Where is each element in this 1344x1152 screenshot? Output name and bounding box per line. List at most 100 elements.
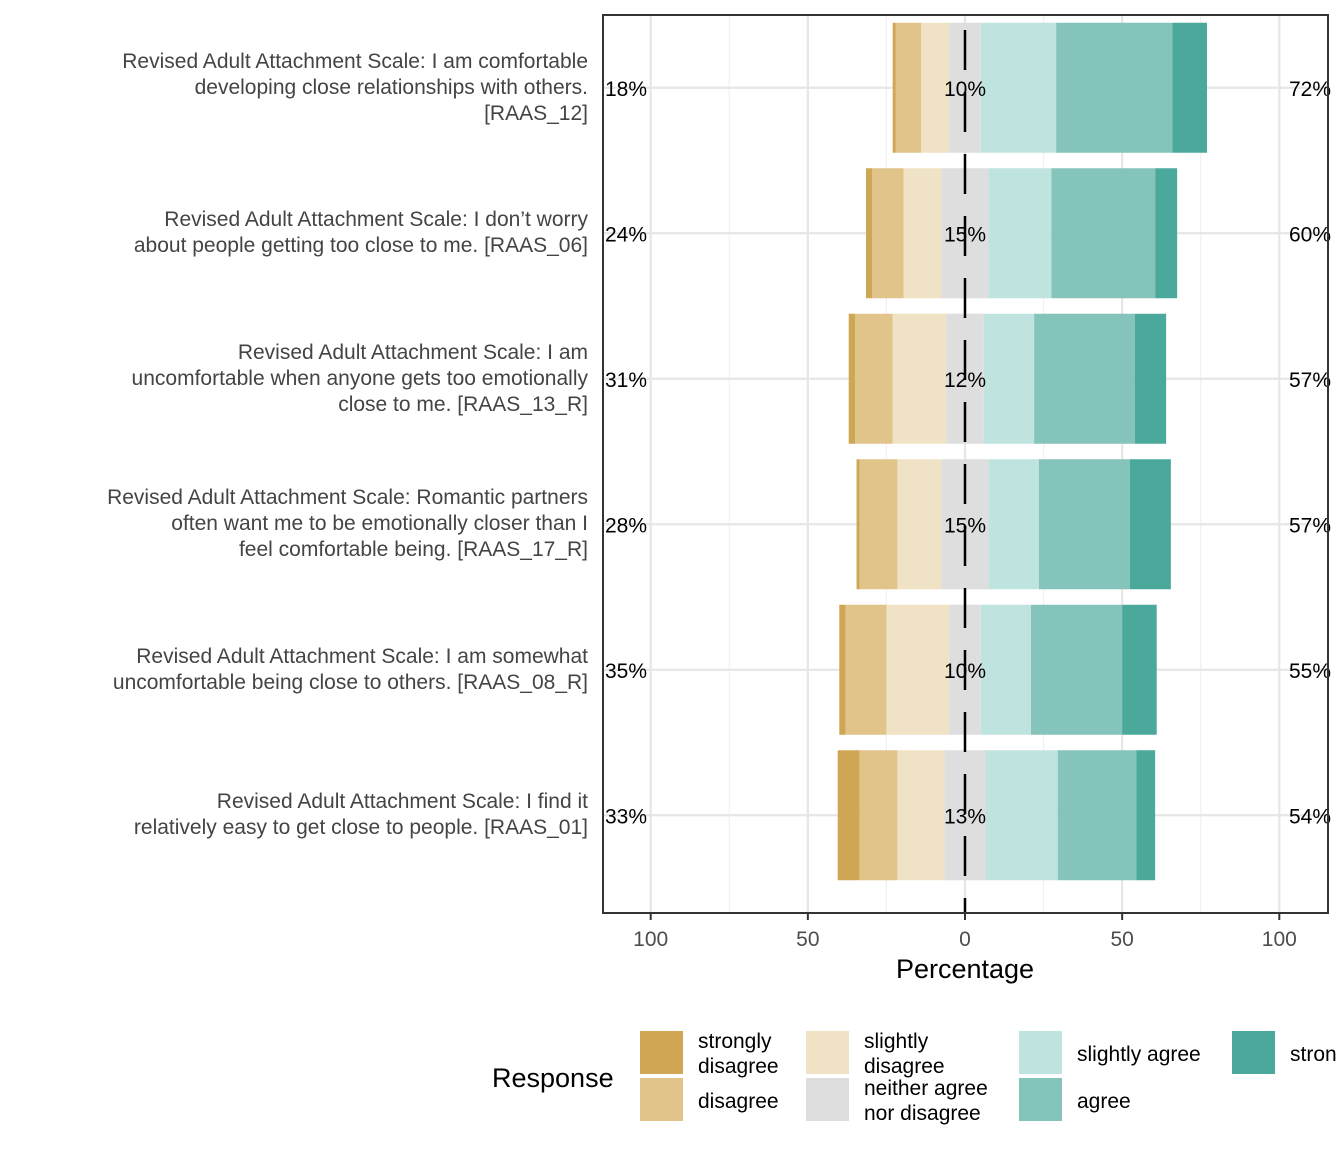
neutral-percent-label: 10% <box>944 660 986 683</box>
y-axis-label: Revised Adult Attachment Scale: Romantic… <box>8 485 588 563</box>
bar-agree <box>1056 22 1173 153</box>
bar-strongly-disagree <box>839 604 846 735</box>
legend-title: Response <box>492 1063 614 1093</box>
legend-label: strongly disagree <box>698 1030 779 1078</box>
bar-slightly-agree <box>985 750 1058 881</box>
x-axis-title: Percentage <box>896 954 1034 984</box>
bar-slightly-disagree <box>886 604 950 735</box>
legend-key-slightly-agree <box>1019 1031 1062 1074</box>
low-percent-label: 33% <box>605 805 647 828</box>
neutral-percent-label: 13% <box>944 805 986 828</box>
neutral-percent-label: 10% <box>944 78 986 101</box>
high-percent-label: 57% <box>1289 369 1331 392</box>
y-axis-label: Revised Adult Attachment Scale: I find i… <box>8 789 588 841</box>
high-percent-label: 54% <box>1289 805 1331 828</box>
bar-strongly-disagree <box>865 168 873 299</box>
legend-label: neither agree nor disagree <box>864 1077 988 1125</box>
x-tick-label: 100 <box>633 928 668 951</box>
x-tick-label: 50 <box>1110 928 1133 951</box>
legend-key-disagree <box>640 1078 683 1121</box>
bar-slightly-disagree <box>920 22 950 153</box>
y-axis-label: Revised Adult Attachment Scale: I am com… <box>8 49 588 127</box>
bar-strongly-agree <box>1172 22 1208 153</box>
y-axis-label-line: Revised Adult Attachment Scale: I am <box>237 340 588 364</box>
y-axis-label-line: uncomfortable when anyone gets too emoti… <box>131 366 588 390</box>
bar-strongly-disagree <box>856 459 860 590</box>
bar-slightly-agree <box>980 22 1057 153</box>
bar-disagree <box>872 168 904 299</box>
legend-label: disagree <box>698 1090 779 1113</box>
y-axis-label: Revised Adult Attachment Scale: I don’t … <box>8 207 588 259</box>
legend-key-agree <box>1019 1078 1062 1121</box>
bar-agree <box>1038 459 1131 590</box>
y-axis-label-line: close to me. [RAAS_13_R] <box>338 392 588 416</box>
percent-labels: 18% 10% 72% 24% 15% 60% 31% 12% 57% 28% 15% 57% 35% 1… <box>605 78 1331 829</box>
neutral-percent-label: 15% <box>944 514 986 537</box>
x-tick-label: 50 <box>796 928 819 951</box>
bar-disagree <box>895 22 921 153</box>
low-percent-label: 28% <box>605 514 647 537</box>
neutral-percent-label: 12% <box>944 369 986 392</box>
y-axis-label: Revised Adult Attachment Scale: I am unco… <box>8 340 588 418</box>
low-percent-label: 24% <box>605 223 647 246</box>
legend: strongly disagree disagree slightly disagree… <box>640 1030 1337 1125</box>
y-axis-label-line: relatively easy to get close to people. … <box>133 816 588 840</box>
bar-slightly-agree <box>980 604 1032 735</box>
bar-strongly-agree <box>1130 459 1171 590</box>
x-tick-label: 0 <box>959 928 971 951</box>
legend-label: slightly disagree <box>864 1030 945 1078</box>
bar-agree <box>1031 604 1123 735</box>
bar-agree <box>1051 168 1156 299</box>
bar-strongly-agree <box>1134 313 1167 444</box>
bar-agree <box>1034 313 1135 444</box>
x-axis-ticks: 100 50 0 50 100 <box>633 913 1297 951</box>
bar-slightly-disagree <box>897 459 942 590</box>
x-tick-label: 100 <box>1262 928 1297 951</box>
bar-slightly-disagree <box>892 313 947 444</box>
bar-disagree <box>859 750 898 881</box>
bars <box>837 22 1208 881</box>
low-percent-label: 31% <box>605 369 647 392</box>
low-percent-label: 35% <box>605 660 647 683</box>
legend-key-strongly-disagree <box>640 1031 683 1074</box>
legend-label: stron <box>1290 1043 1337 1066</box>
y-axis-label-line: Revised Adult Attachment Scale: I don’t … <box>164 208 588 232</box>
y-axis-label-line: Revised Adult Attachment Scale: I am com… <box>122 49 588 73</box>
bar-slightly-agree <box>988 459 1039 590</box>
y-axis-label-line: uncomfortable being close to others. [RA… <box>112 670 588 694</box>
legend-key-neither <box>806 1078 849 1121</box>
bar-strongly-disagree <box>848 313 855 444</box>
bar-slightly-disagree <box>897 750 945 881</box>
y-axis-label-line: feel comfortable being. [RAAS_17_R] <box>238 538 588 562</box>
legend-label: slightly agree <box>1077 1043 1201 1066</box>
bar-strongly-agree <box>1122 604 1157 735</box>
y-axis-label-line: [RAAS_12] <box>484 101 588 125</box>
y-axis-label-line: Revised Adult Attachment Scale: I find i… <box>216 790 588 814</box>
y-axis-label-line: Revised Adult Attachment Scale: I am som… <box>136 644 588 668</box>
y-axis-label-line: Revised Adult Attachment Scale: Romantic… <box>107 486 588 510</box>
y-axis-label-line: developing close relationships with othe… <box>194 75 588 99</box>
low-percent-label: 18% <box>605 78 647 101</box>
bar-strongly-disagree <box>837 750 860 881</box>
high-percent-label: 55% <box>1289 660 1331 683</box>
y-axis-label-line: often want me to be emotionally closer t… <box>171 512 588 536</box>
high-percent-label: 60% <box>1289 223 1331 246</box>
legend-key-slightly-disagree <box>806 1031 849 1074</box>
bar-disagree <box>845 604 887 735</box>
bar-disagree <box>854 313 893 444</box>
bar-disagree <box>859 459 898 590</box>
y-axis-label-line: about people getting too close to me. [R… <box>133 234 588 258</box>
bar-slightly-agree <box>988 168 1052 299</box>
legend-key-strongly-agree <box>1232 1031 1275 1074</box>
y-axis-label: Revised Adult Attachment Scale: I am som… <box>8 644 588 696</box>
high-percent-label: 57% <box>1289 514 1331 537</box>
bar-slightly-disagree <box>903 168 942 299</box>
high-percent-label: 72% <box>1289 78 1331 101</box>
bar-strongly-agree <box>1155 168 1178 299</box>
bar-strongly-agree <box>1136 750 1156 881</box>
bar-strongly-disagree <box>892 22 896 153</box>
bar-slightly-agree <box>983 313 1035 444</box>
legend-label: agree <box>1077 1090 1131 1113</box>
bar-agree <box>1057 750 1137 881</box>
